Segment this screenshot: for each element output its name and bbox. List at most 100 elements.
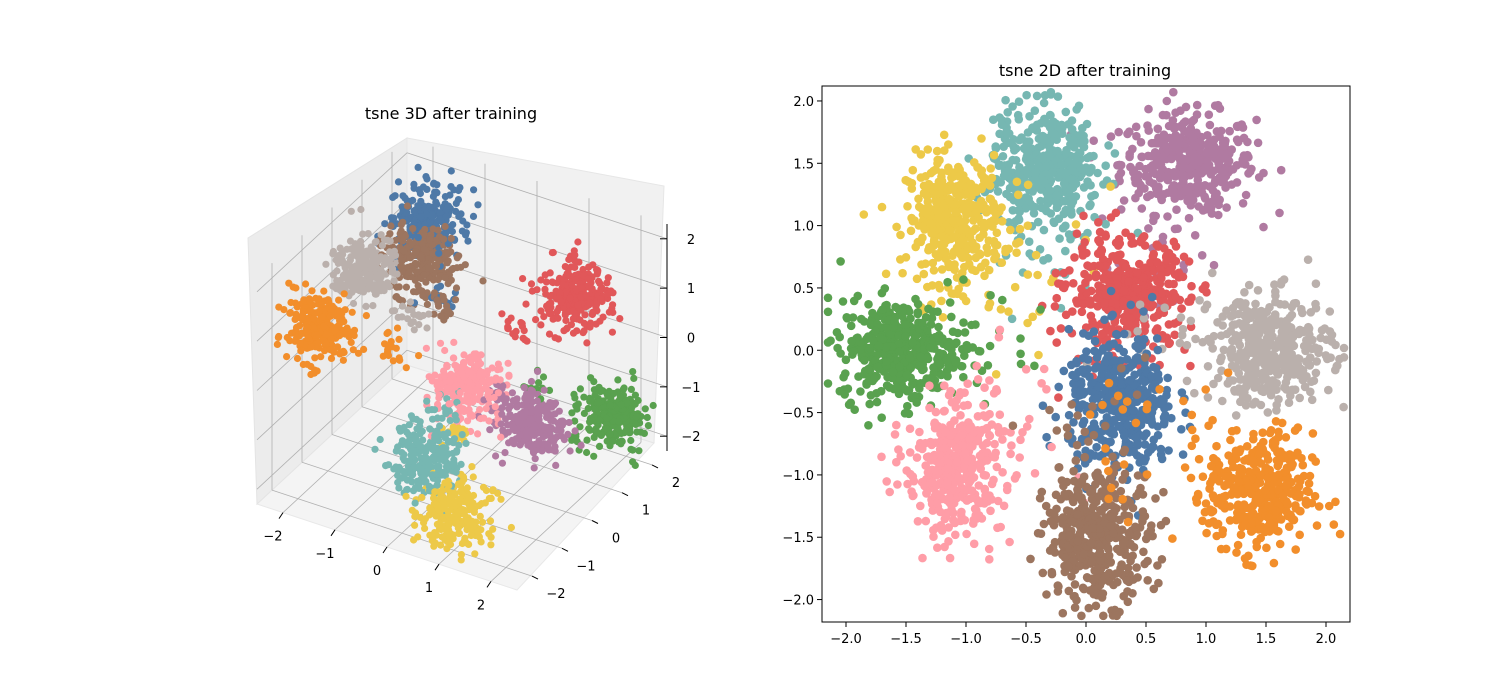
data-point-cluster-0 <box>1203 201 1213 210</box>
data-point-cluster-3 <box>462 231 470 239</box>
data-point-cluster-3 <box>1149 313 1159 322</box>
data-point-cluster-0 <box>1106 132 1116 141</box>
data-point-cluster-3 <box>1184 257 1194 266</box>
data-point-cluster-1 <box>1083 153 1092 163</box>
data-point-cluster-2 <box>922 191 932 201</box>
data-point-cluster-8 <box>402 492 410 500</box>
data-point-cluster-3 <box>1141 321 1150 331</box>
data-point-cluster-1 <box>999 142 1008 151</box>
data-point-cluster-1 <box>398 313 406 321</box>
data-point-cluster-4 <box>569 315 577 323</box>
data-point-cluster-0 <box>384 328 392 336</box>
data-point-cluster-7 <box>552 461 560 469</box>
data-point-cluster-8 <box>497 495 505 503</box>
x-tick-mark-3d <box>382 546 388 554</box>
data-point-cluster-1 <box>1003 108 1012 117</box>
data-point-cluster-2 <box>441 274 449 282</box>
data-point-cluster-7 <box>543 410 551 418</box>
data-point-cluster-0 <box>1194 156 1204 165</box>
data-point-cluster-4 <box>835 386 845 396</box>
data-point-cluster-6 <box>449 354 457 362</box>
data-point-cluster-9 <box>595 416 604 424</box>
data-point-cluster-1 <box>1049 129 1059 139</box>
data-point-cluster-0 <box>297 347 305 355</box>
data-point-cluster-2 <box>1015 224 1025 234</box>
data-point-cluster-0 <box>1168 138 1178 148</box>
data-point-cluster-2 <box>975 233 984 242</box>
data-point-cluster-2 <box>980 271 989 281</box>
data-point-cluster-2 <box>1028 312 1037 322</box>
data-point-cluster-4 <box>908 338 917 348</box>
data-point-cluster-2 <box>955 180 965 190</box>
data-point-cluster-0 <box>340 290 348 298</box>
data-point-cluster-7 <box>535 416 543 424</box>
data-point-cluster-5 <box>452 448 461 456</box>
data-point-cluster-9 <box>580 393 588 401</box>
data-point-cluster-4 <box>537 307 545 315</box>
data-point-cluster-5 <box>462 439 470 447</box>
data-point-cluster-7 <box>550 437 558 445</box>
data-point-cluster-3 <box>417 213 425 221</box>
data-point-cluster-7 <box>486 426 494 434</box>
data-point-cluster-8 <box>411 521 419 529</box>
data-point-cluster-8 <box>475 533 483 541</box>
data-point-cluster-1 <box>329 271 337 279</box>
data-point-cluster-0 <box>1205 182 1215 191</box>
data-point-cluster-9 <box>614 376 622 384</box>
data-point-cluster-1 <box>1053 92 1063 101</box>
data-point-cluster-1 <box>1077 165 1087 174</box>
data-point-cluster-1 <box>1010 146 1019 155</box>
data-point-cluster-0 <box>1137 204 1147 213</box>
data-point-cluster-0 <box>1140 184 1149 193</box>
data-point-cluster-6 <box>504 359 512 367</box>
data-point-cluster-2 <box>1012 248 1021 257</box>
data-point-cluster-0 <box>315 295 323 303</box>
data-point-cluster-9 <box>590 452 598 460</box>
data-point-cluster-3 <box>1056 324 1066 333</box>
data-point-cluster-9 <box>633 413 641 421</box>
data-point-cluster-2 <box>430 289 439 297</box>
data-point-cluster-2 <box>1031 250 1041 260</box>
data-point-cluster-0 <box>307 343 315 351</box>
data-point-cluster-2 <box>429 249 437 258</box>
data-point-cluster-7 <box>528 398 537 406</box>
data-point-cluster-6 <box>474 430 482 438</box>
data-point-cluster-5 <box>423 397 431 405</box>
data-point-cluster-4 <box>586 299 594 307</box>
data-point-cluster-1 <box>380 236 389 244</box>
data-point-cluster-3 <box>1156 271 1166 280</box>
scatter-2d-plot: tsne 2D after training −2.0 −1.5 −1.0 −0.5 0… <box>782 61 1351 647</box>
data-point-cluster-3 <box>433 189 441 197</box>
data-point-cluster-4 <box>959 318 968 327</box>
data-point-cluster-8 <box>440 503 448 511</box>
data-point-cluster-0 <box>1222 203 1231 212</box>
y-tick-label-3d: −2 <box>546 587 565 602</box>
data-point-cluster-2 <box>996 305 1006 314</box>
data-point-cluster-1 <box>1014 206 1023 215</box>
data-point-cluster-2 <box>413 260 421 268</box>
data-point-cluster-1 <box>346 237 355 245</box>
data-point-cluster-9 <box>615 417 623 426</box>
data-point-cluster-2 <box>429 225 437 233</box>
data-point-cluster-0 <box>1275 208 1284 218</box>
data-point-cluster-4 <box>546 293 554 301</box>
data-point-cluster-2 <box>935 155 944 165</box>
data-point-cluster-6 <box>451 383 459 391</box>
data-point-cluster-4 <box>846 321 856 331</box>
data-point-cluster-5 <box>1263 408 1273 417</box>
data-point-cluster-1 <box>1014 97 1024 106</box>
data-point-cluster-0 <box>1245 167 1255 176</box>
data-point-cluster-4 <box>823 293 833 303</box>
y-tick-label-3d: 0 <box>612 532 620 547</box>
data-point-cluster-1 <box>1061 246 1070 256</box>
data-point-cluster-2 <box>997 217 1007 226</box>
data-point-cluster-9 <box>568 409 576 417</box>
data-point-cluster-9 <box>583 448 591 457</box>
data-point-cluster-1 <box>1061 205 1071 215</box>
data-point-cluster-5 <box>449 439 457 447</box>
data-point-cluster-4 <box>868 308 877 318</box>
data-point-cluster-3 <box>1094 261 1104 271</box>
data-point-cluster-2 <box>387 222 395 230</box>
data-point-cluster-9 <box>631 391 640 399</box>
data-point-cluster-4 <box>608 304 616 313</box>
